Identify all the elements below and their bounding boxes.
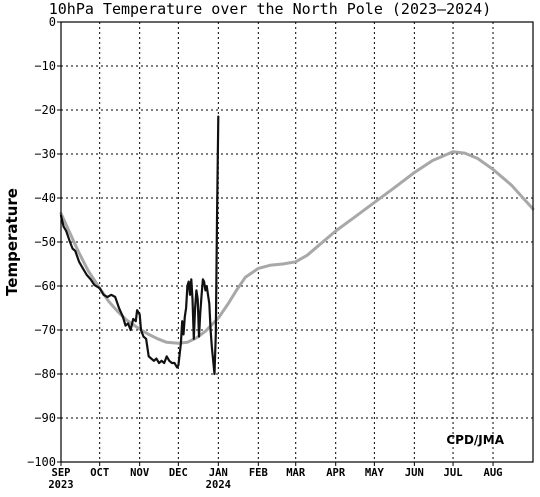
x-tick-label: FEB <box>249 467 268 479</box>
x-tick-label: AUG <box>484 467 503 479</box>
observed-line <box>59 115 220 376</box>
credit-label: CPD/JMA <box>446 433 504 447</box>
year-label: 2024 <box>206 479 231 491</box>
x-tick-label: JUL <box>444 467 463 479</box>
y-tick-label: −100 <box>27 455 56 469</box>
y-tick-label: −40 <box>34 191 56 205</box>
y-tick-label: −30 <box>34 147 56 161</box>
year-label: 2023 <box>48 479 73 491</box>
x-tick-label: DEC <box>169 467 188 479</box>
x-tick-label: JAN <box>209 467 228 479</box>
grid <box>61 22 533 462</box>
y-tick-label: −50 <box>34 235 56 249</box>
x-tick-label: SEP <box>52 467 71 479</box>
y-tick-label: −10 <box>34 59 56 73</box>
y-tick-label: −60 <box>34 279 56 293</box>
x-tick-label: JUN <box>405 467 424 479</box>
y-tick-label: −90 <box>34 411 56 425</box>
y-axis-label: Temperature <box>3 188 21 296</box>
x-tick-label: MAR <box>286 467 306 479</box>
x-tick-label: NOV <box>130 467 150 479</box>
climatology-line <box>59 150 535 345</box>
y-tick-label: −80 <box>34 367 56 381</box>
x-tick-label: OCT <box>90 467 109 479</box>
y-tick-label: 0 <box>49 15 56 29</box>
x-tick-label: MAY <box>365 467 385 479</box>
series-lines <box>59 115 535 376</box>
y-tick-label: −70 <box>34 323 56 337</box>
y-tick-label: −20 <box>34 103 56 117</box>
plot-frame <box>60 21 534 463</box>
chart-title: 10hPa Temperature over the North Pole (2… <box>49 0 492 18</box>
x-tick-label: APR <box>326 467 346 479</box>
